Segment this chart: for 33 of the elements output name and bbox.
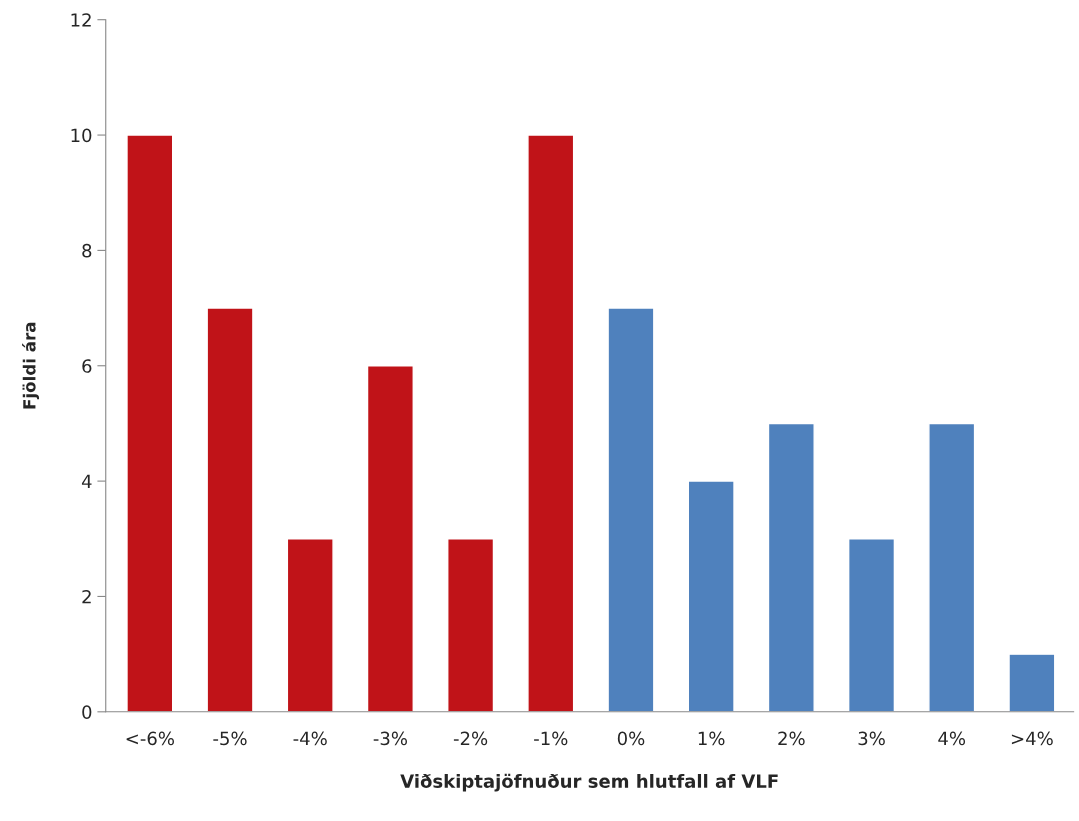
x-tick-label: >4% — [1011, 731, 1053, 746]
x-tick-label: -5% — [213, 731, 247, 746]
bar — [847, 538, 896, 712]
x-tick-label: 3% — [858, 731, 885, 746]
x-tick-label: 1% — [698, 731, 725, 746]
y-tick-label: 4 — [81, 474, 92, 488]
bar — [767, 422, 815, 712]
bar — [447, 538, 495, 712]
x-tick-label: 2% — [778, 731, 805, 746]
x-tick-label: -1% — [534, 731, 568, 746]
y-tick-label: 10 — [71, 128, 92, 143]
bar — [286, 538, 334, 712]
x-tick-label: -4% — [293, 731, 327, 746]
bar — [527, 134, 575, 712]
x-tick-label: <-6% — [126, 731, 174, 746]
x-tick-label: -2% — [453, 731, 488, 746]
bar — [1008, 653, 1056, 712]
bar — [928, 422, 976, 712]
x-tick-label: 4% — [938, 731, 966, 746]
y-axis-title: Fjöldi ára — [22, 322, 40, 409]
x-axis-title: Viðskiptajöfnuður sem hlutfall af VLF — [400, 773, 778, 792]
x-tick-label: -3% — [373, 731, 407, 746]
y-tick-label: 2 — [82, 589, 91, 604]
y-tick-label: 6 — [82, 359, 92, 373]
y-tick-label: 0 — [82, 705, 92, 719]
bar — [607, 307, 655, 712]
bar — [687, 480, 735, 712]
bar — [126, 134, 174, 712]
x-tick-label: 0% — [617, 731, 645, 746]
y-tick-label: 12 — [71, 13, 91, 27]
bar — [366, 365, 414, 712]
y-tick-label: 8 — [82, 243, 92, 258]
bar — [206, 307, 254, 712]
